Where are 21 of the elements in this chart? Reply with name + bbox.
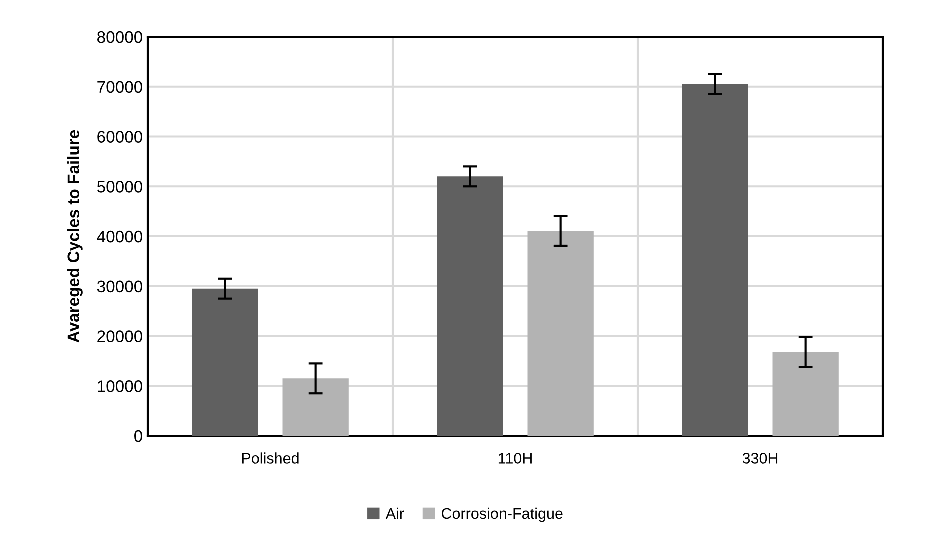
x-tick-label: 330H	[742, 453, 778, 464]
y-tick-label: 30000	[97, 280, 142, 293]
bar	[282, 378, 349, 436]
y-tick-label: 50000	[97, 181, 142, 193]
legend-label: Corrosion-Fatigue	[442, 508, 563, 522]
bar	[682, 84, 748, 436]
y-axis-title: Avareged Cycles to Failure	[67, 130, 83, 343]
x-tick-label: Polished	[242, 452, 299, 464]
x-tick-label: 110H	[498, 453, 532, 464]
bar	[772, 352, 839, 436]
y-tick-label: 10000	[98, 380, 142, 392]
legend-label: Air	[386, 508, 404, 519]
y-tick-label: 80000	[98, 31, 142, 44]
y-tick-label: 60000	[98, 131, 142, 143]
y-tick-label: 0	[134, 430, 142, 442]
bar	[528, 231, 594, 436]
bar	[192, 288, 258, 436]
y-tick-label: 70000	[98, 81, 142, 94]
bar	[437, 176, 504, 436]
y-tick-label: 20000	[98, 330, 142, 342]
y-tick-label: 40000	[97, 230, 142, 243]
